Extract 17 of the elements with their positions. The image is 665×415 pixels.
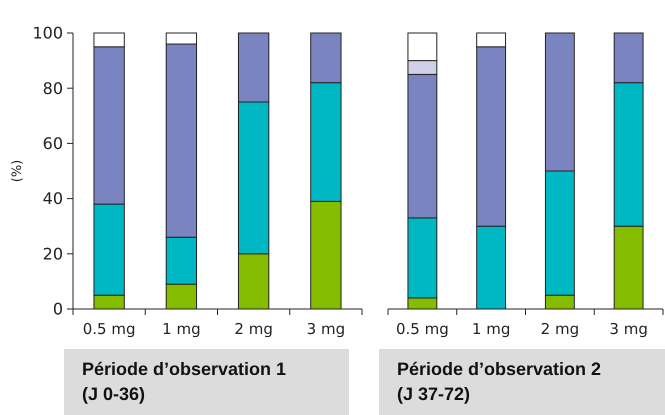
x-tick-label: 1 mg xyxy=(472,320,510,338)
x-tick-label: 2 mg xyxy=(234,320,273,338)
y-tick-label: 80 xyxy=(42,78,63,98)
text: Période d’observation 2 (J 37-72) xyxy=(397,359,602,404)
y-axis-title: (%) xyxy=(10,160,25,182)
y-tick-label: 40 xyxy=(42,189,63,208)
x-tick-label: 3 mg xyxy=(306,320,346,338)
y-tick-label: 100 xyxy=(32,24,63,43)
y-tick-label: 20 xyxy=(42,244,63,264)
x-tick-label: 0.5 mg xyxy=(396,320,449,338)
x-tick-label: 2 mg xyxy=(540,320,580,338)
x-tick-label: 1 mg xyxy=(162,320,201,338)
y-tick-label: 0 xyxy=(52,300,63,319)
y-tick-label: 60 xyxy=(42,134,63,153)
x-tick-label: 3 mg xyxy=(609,320,648,338)
text: Période d’observation 1 (J 0-36) xyxy=(82,359,286,404)
x-tick-label: 0.5 mg xyxy=(82,320,136,338)
